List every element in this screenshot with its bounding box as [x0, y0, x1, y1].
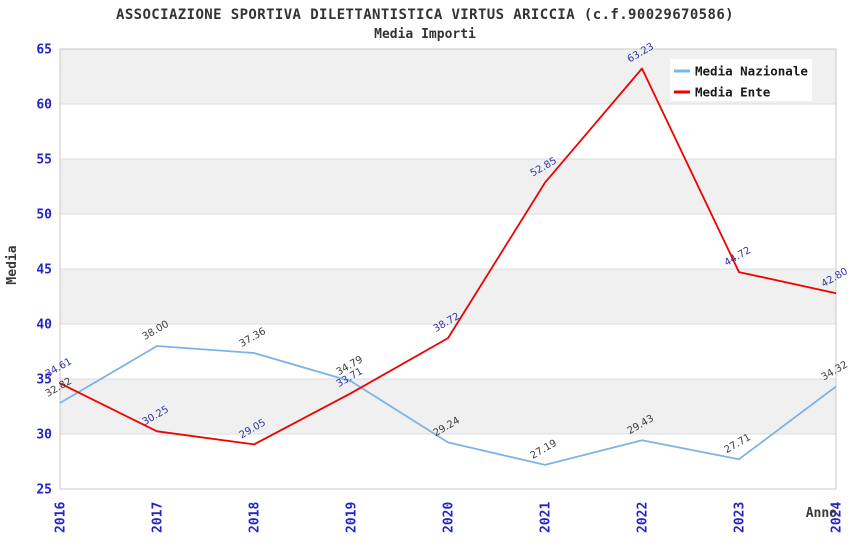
chart-title: ASSOCIAZIONE SPORTIVA DILETTANTISTICA VI… — [115, 7, 734, 23]
y-tick-label: 35 — [36, 373, 52, 388]
x-tick-label: 2021 — [539, 502, 554, 533]
y-tick-label: 30 — [36, 428, 52, 443]
legend-box — [670, 59, 812, 101]
x-tick-label: 2019 — [345, 502, 360, 533]
y-tick-label: 40 — [36, 318, 52, 333]
series-line-media-ente — [59, 67, 837, 446]
y-tick-label: 25 — [36, 483, 52, 498]
x-tick-label: 2016 — [54, 502, 69, 533]
y-tick-label: 60 — [36, 98, 52, 113]
data-point-label: 27.19 — [529, 438, 559, 462]
chart-subtitle: Media Importi — [374, 27, 476, 42]
legend-label: Media Ente — [695, 85, 771, 100]
y-tick-label: 55 — [36, 153, 52, 168]
plot-band — [60, 269, 836, 324]
x-tick-label: 2018 — [248, 502, 263, 533]
data-point-label: 34.61 — [44, 356, 74, 380]
legend-label: Media Nazionale — [695, 64, 808, 79]
x-tick-label: 2023 — [733, 502, 748, 533]
x-tick-label: 2017 — [151, 502, 166, 533]
x-tick-label: 2024 — [830, 502, 845, 533]
data-point-label: 37.36 — [238, 326, 268, 350]
y-tick-label: 65 — [36, 43, 52, 58]
x-tick-label: 2020 — [442, 502, 457, 533]
y-tick-label: 50 — [36, 208, 52, 223]
y-axis-title: Media — [5, 245, 20, 284]
plot-border — [59, 48, 837, 490]
x-axis-title: Anno — [806, 506, 837, 521]
plot-band — [60, 159, 836, 214]
x-tick-label: 2022 — [636, 502, 651, 533]
plot-band — [60, 379, 836, 434]
y-tick-label: 45 — [36, 263, 52, 278]
series-line-media-nazionale — [59, 345, 837, 466]
